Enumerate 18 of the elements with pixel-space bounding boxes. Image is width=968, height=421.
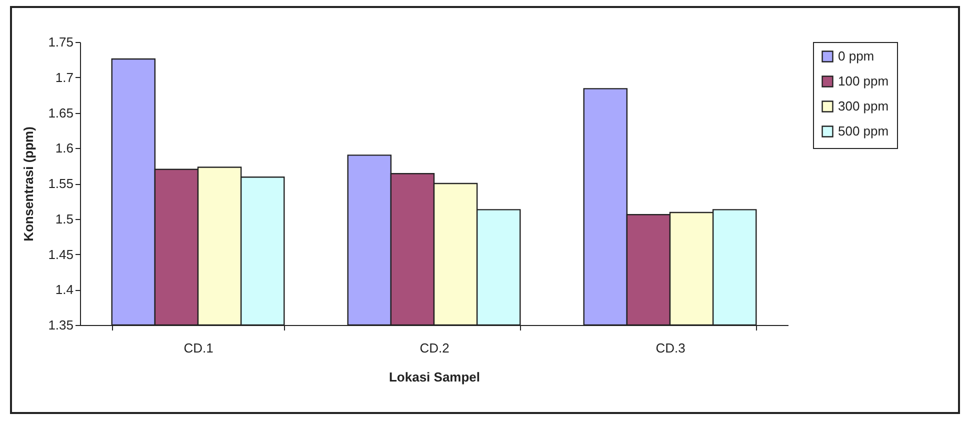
y-tick-label: 1.35: [48, 318, 74, 332]
y-tick-label: 1.55: [48, 176, 74, 191]
y-tick-label: 1.45: [48, 246, 74, 262]
x-axis-title: Lokasi Sampel: [388, 370, 480, 384]
legend-label: 100 ppm: [838, 74, 889, 88]
legend-label: 500 ppm: [838, 124, 889, 138]
x-tick-label: CD.2: [420, 340, 450, 356]
legend-label: 0 ppm: [838, 48, 874, 64]
y-tick-label: 1.7: [55, 70, 74, 85]
y-tick-label: 1.6: [55, 140, 74, 156]
y-tick-label: 1.5: [55, 211, 74, 226]
x-tick-label: CD.1: [184, 340, 214, 356]
legend-label: 300 ppm: [838, 98, 889, 114]
y-tick-label: 1.75: [48, 34, 74, 50]
x-tick-label: CD.3: [656, 340, 686, 356]
y-axis-title: Konsentrasi (ppm): [21, 126, 36, 242]
y-tick-label: 1.65: [48, 105, 74, 120]
y-tick-label: 1.4: [55, 282, 74, 298]
